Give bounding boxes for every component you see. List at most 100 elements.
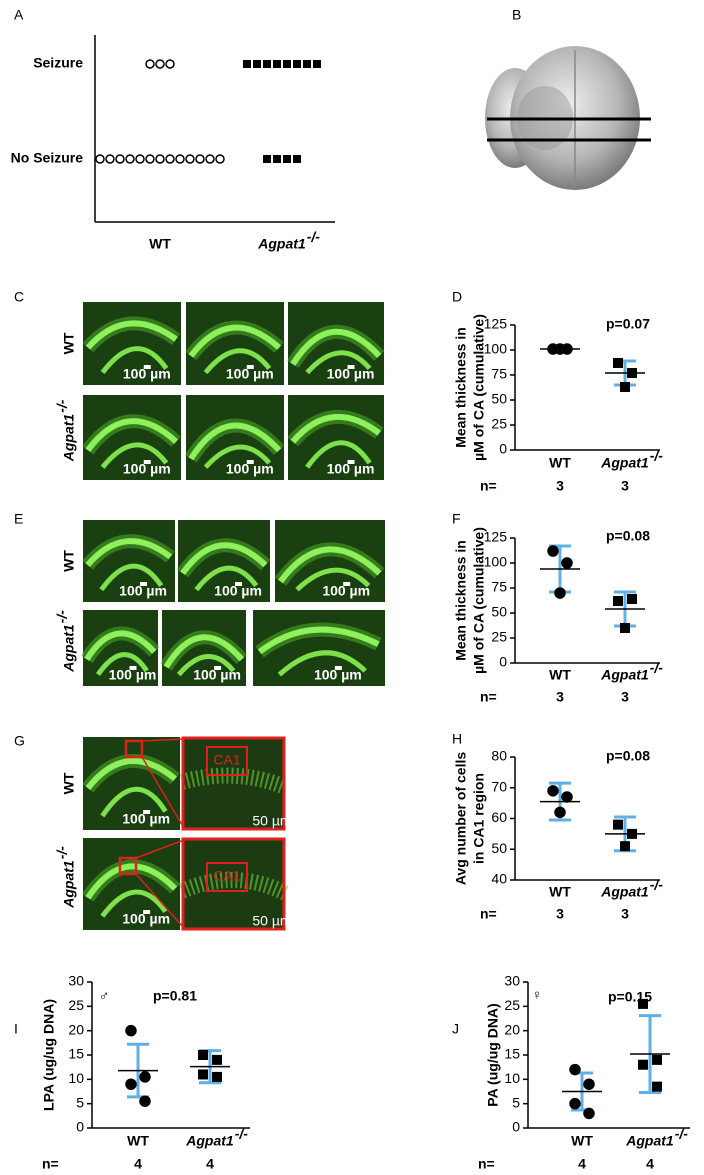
row-label-text-superscript: -/- — [54, 610, 70, 624]
panel-label: E — [14, 511, 23, 527]
row-label: Agpat1-/- — [54, 610, 77, 673]
micrograph: 100 µm — [274, 520, 385, 602]
row-label: Agpat1-/- — [54, 846, 77, 909]
scale-bar — [143, 810, 151, 814]
y-axis-label: Avg number of cells — [453, 752, 469, 886]
scale-bar — [143, 460, 151, 464]
roi-box — [124, 739, 144, 759]
y-tick-label: 30 — [504, 973, 520, 989]
zoom-inset: CA1 50 µm — [178, 837, 292, 931]
brain-image — [485, 46, 651, 190]
data-point — [95, 154, 105, 164]
data-point — [175, 154, 185, 164]
scale-label: 100 µm — [119, 583, 167, 599]
y-axis-label: LPA (ug/ug DNA) — [41, 999, 57, 1111]
y-tick-label: 125 — [484, 529, 508, 545]
y-tick-label: 15 — [504, 1046, 520, 1062]
data-point — [198, 1069, 208, 1080]
data-point — [620, 382, 630, 392]
x-tick-label-superscript: -/- — [650, 660, 664, 676]
panel-label: B — [512, 7, 521, 23]
y-tick-label: 20 — [68, 1021, 84, 1037]
scale-bar — [343, 582, 351, 586]
micrograph: 100 µm — [184, 395, 285, 480]
micrograph: 100 µm — [80, 610, 160, 686]
scale-label: 100 µm — [109, 667, 157, 683]
p-value: p=0.07 — [606, 316, 650, 332]
data-point — [283, 60, 291, 68]
row-label-text: WT — [61, 550, 77, 572]
data-point — [243, 60, 251, 68]
row-label-text: Agpat1 — [61, 624, 77, 673]
cell-layer — [290, 328, 382, 366]
cell-band — [179, 767, 288, 795]
n-value: 3 — [556, 689, 564, 705]
y-tick-label: 125 — [484, 316, 508, 332]
data-point — [185, 154, 195, 164]
data-point — [554, 806, 566, 819]
y-tick-label: 5 — [512, 1094, 520, 1110]
cell-layer — [100, 346, 169, 375]
scale-label: 100 µm — [123, 366, 171, 382]
inset-box — [206, 746, 248, 776]
y-axis-label: in CA1 region — [471, 773, 487, 864]
x-tick-label: WT — [571, 1133, 593, 1149]
y-axis-label: Mean thickness in — [453, 540, 469, 661]
y-tick-label: 40 — [491, 871, 507, 887]
scale-label: 100 µm — [123, 461, 171, 477]
scale-label: 100 µm — [322, 583, 370, 599]
row-label: Agpat1-/- — [54, 399, 77, 462]
data-point — [125, 1024, 137, 1037]
cell-layer — [278, 546, 382, 584]
n-value: 4 — [206, 1156, 214, 1172]
y-tick-label: 10 — [68, 1070, 84, 1086]
micrograph: 100 µm — [82, 302, 181, 385]
cell-layer — [203, 348, 272, 375]
data-point — [547, 545, 559, 557]
data-point — [125, 1078, 137, 1090]
data-point — [115, 154, 125, 164]
data-point — [620, 841, 630, 852]
inset-box — [206, 862, 248, 892]
y-tick-label: 50 — [491, 391, 507, 407]
y-axis-label: PA (ug/ug DNA) — [485, 1003, 501, 1106]
roi-link — [141, 756, 185, 829]
data-point — [638, 998, 648, 1009]
data-point — [638, 1059, 648, 1070]
micrograph: 100 µm — [176, 520, 271, 602]
row-label-text: WT — [61, 772, 77, 794]
n-label: n= — [480, 478, 497, 494]
y-tick-label: 25 — [504, 997, 520, 1013]
data-point — [620, 623, 630, 633]
data-point — [212, 1054, 222, 1065]
data-point — [547, 785, 559, 797]
row-label-text: Agpat1 — [61, 860, 77, 909]
micrograph: 100 µm — [82, 395, 181, 480]
y-tick-label: 20 — [504, 1021, 520, 1037]
inset-label: CA1 — [213, 868, 240, 884]
cell-layer — [163, 634, 245, 669]
data-point — [652, 1081, 662, 1092]
micrograph: 100 µm — [82, 838, 181, 930]
x-tick-label-superscript: -/- — [307, 229, 321, 245]
data-point — [569, 1097, 581, 1110]
cell-layer — [305, 350, 372, 375]
n-value: 3 — [621, 689, 629, 705]
zoom-border — [181, 736, 286, 831]
scale-label: 100 µm — [327, 461, 375, 477]
data-point — [303, 60, 311, 68]
data-point — [165, 59, 175, 69]
y-tick-label: 0 — [76, 1119, 84, 1135]
micrograph: 100 µm — [286, 302, 385, 385]
data-point — [273, 155, 281, 163]
panel-label: F — [452, 511, 461, 527]
row-label-text-superscript: -/- — [54, 846, 70, 860]
data-point — [613, 596, 623, 606]
y-axis-label: Mean thickness in — [453, 327, 469, 448]
roi-box — [118, 856, 138, 876]
n-label: n= — [480, 689, 497, 705]
micrograph: 100 µm — [160, 610, 248, 686]
scale-label: 100 µm — [314, 667, 362, 683]
data-point — [198, 1050, 208, 1060]
scale-label: 100 µm — [122, 911, 170, 927]
